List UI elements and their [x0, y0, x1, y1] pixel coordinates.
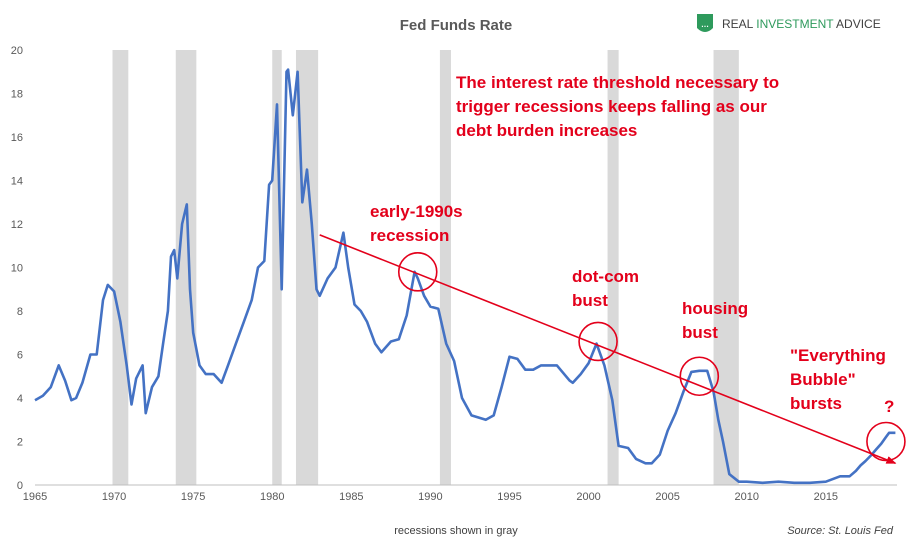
recession-band — [112, 50, 129, 485]
recession-band — [607, 50, 619, 485]
x-tick-label: 1970 — [102, 491, 126, 503]
x-tick-label: 2015 — [814, 491, 838, 503]
y-tick-label: 8 — [17, 306, 23, 318]
recession-band — [175, 50, 197, 485]
annotation-headline: The interest rate threshold necessary to… — [456, 73, 784, 140]
recession-band — [439, 50, 451, 485]
y-tick-label: 6 — [17, 350, 23, 362]
shield-mark: … — [701, 20, 709, 29]
x-tick-label: 1985 — [339, 491, 363, 503]
y-tick-label: 20 — [11, 45, 23, 57]
x-tick-label: 2010 — [735, 491, 759, 503]
y-tick-label: 4 — [17, 393, 23, 405]
x-tick-label: 1995 — [497, 491, 521, 503]
annotation-question-mark: ? — [884, 397, 894, 416]
brand-name: REAL INVESTMENT ADVICE — [722, 17, 881, 31]
source-note: Source: St. Louis Fed — [787, 525, 894, 537]
x-tick-label: 1965 — [23, 491, 47, 503]
chart-title: Fed Funds Rate — [400, 17, 513, 34]
highlight-circle — [578, 321, 618, 362]
x-tick-labels: 1965 1970 1975 1980 1985 1990 1995 2000 2005 2010… — [23, 491, 838, 503]
annotation-everything-bubble: "Everything Bubble" bursts — [790, 346, 891, 413]
series-layer — [34, 68, 896, 485]
x-tick-label: 1975 — [181, 491, 205, 503]
declining-threshold-arrow — [319, 234, 897, 464]
annotation-early-1990s: early-1990s recession — [370, 202, 467, 245]
y-tick-label: 10 — [11, 263, 23, 275]
y-tick-label: 18 — [11, 89, 23, 101]
y-tick-label: 14 — [11, 176, 23, 188]
x-tick-label: 2005 — [655, 491, 679, 503]
x-tick-label: 1990 — [418, 491, 442, 503]
y-tick-label: 0 — [17, 480, 23, 492]
highlight-circle — [397, 252, 438, 292]
recession-band — [272, 50, 282, 485]
y-tick-labels: 0 2 4 6 8 10 12 14 16 18 20 — [11, 45, 23, 492]
x-tick-label: 1980 — [260, 491, 284, 503]
highlight-circle — [866, 421, 906, 462]
brand-logo: … REAL INVESTMENT ADVICE — [697, 14, 881, 32]
highlight-circle — [679, 356, 720, 397]
trend-layer — [319, 234, 897, 464]
y-tick-label: 2 — [17, 437, 23, 449]
y-tick-label: 12 — [11, 219, 23, 231]
highlight-circles — [397, 252, 906, 462]
y-tick-label: 16 — [11, 132, 23, 144]
shield-icon — [697, 14, 713, 32]
annotation-dot-com: dot-com bust — [572, 267, 644, 310]
annotation-housing: housing bust — [682, 299, 753, 342]
x-tick-label: 2000 — [576, 491, 600, 503]
fed-funds-rate-line — [34, 68, 896, 485]
recessions-note: recessions shown in gray — [394, 525, 518, 537]
